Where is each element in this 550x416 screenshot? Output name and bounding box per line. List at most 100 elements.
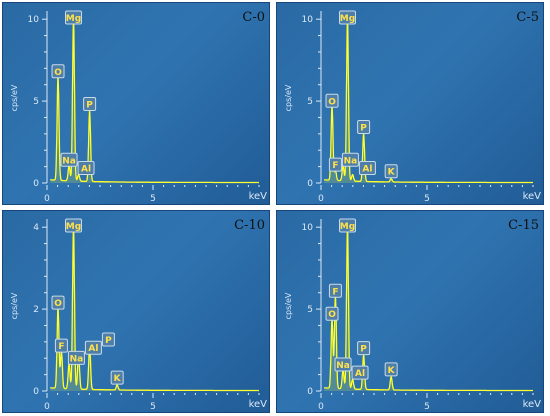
peak-label-text: F [332,287,338,297]
peak-label-box [351,365,369,380]
peak-label-box [328,157,342,172]
peak-label-text: Mg [340,14,355,24]
y-tick-label: 2 [33,305,39,315]
peak-label-al: Al [358,160,376,175]
y-tick-label: 10 [302,223,314,233]
y-axis-label: cps/eV [284,84,293,111]
peak-label-na: Na [67,350,85,365]
eds-spectrum-c5: 0 5 10 0 5 keV cps/eV C-5 O F Na Mg Al P K [284,10,541,204]
spectrum-fill [50,18,260,183]
peak-label-f: F [54,338,68,353]
sample-label: C-5 [516,10,539,25]
peak-label-k: K [110,370,124,385]
peak-label-na: Na [334,357,352,372]
spectrum-line [50,18,259,184]
peak-label-box [358,160,376,175]
peak-label-text: O [328,97,336,107]
peak-label-text: O [54,68,62,78]
y-axis-label: cps/eV [284,292,293,319]
y-tick-label: 5 [307,97,313,107]
peak-label-box [67,350,85,365]
peak-label-o: O [51,295,65,310]
peak-label-text: Na [344,156,358,166]
spectrum-line [324,226,533,392]
peak-label-na: Na [341,152,359,167]
y-axis-label: cps/eV [10,292,19,319]
peak-label-text: Na [336,361,350,371]
peak-label-text: Al [88,344,98,354]
peak-label-text: O [328,310,336,320]
eds-spectrum-c15: 0 5 10 0 5 keV cps/eV C-15 O F Na Mg Al P K [284,218,542,412]
y-tick-label: 0 [307,387,313,397]
x-axis-label: keV [523,399,542,410]
sample-label: C-10 [234,218,265,233]
x-tick-label: 0 [318,402,324,412]
peak-label-al: Al [84,340,102,355]
peak-label-mg: Mg [65,10,82,25]
eds-spectrum-c0: 0 5 10 0 5 keV cps/eV C-0 O Na Mg Al P [10,10,268,204]
x-tick-label: 5 [424,194,430,204]
peak-label-o: O [325,93,339,108]
peak-label-text: P [105,336,112,346]
peak-label-box [328,283,342,298]
y-tick-label: 0 [307,179,313,189]
peak-label-text: Na [62,156,76,166]
peak-label-box [65,218,82,233]
peak-label-text: K [388,366,396,376]
spectrum-line [324,18,533,184]
peak-label-text: Al [355,369,365,379]
y-tick-label: 10 [28,15,40,25]
peak-label-box [357,119,371,134]
y-tick-label: 5 [33,97,39,107]
peak-label-box [101,332,115,347]
peak-label-p: P [101,332,115,347]
peak-label-box [341,152,359,167]
sample-label: C-0 [242,10,265,25]
peak-label-mg: Mg [339,218,356,233]
peak-label-box [357,341,371,356]
x-tick-label: 5 [150,194,156,204]
peak-label-box [384,164,398,179]
peak-label-text: P [360,123,367,133]
peak-label-o: O [325,306,339,321]
peak-label-text: F [332,161,338,171]
y-tick-label: 10 [302,15,314,25]
spectrum-line [50,227,259,392]
eds-panel-c10: 0 2 4 0 5 keV cps/eV C-10 O F Na Mg Al P K [2,210,270,413]
peak-label-box [77,160,95,175]
y-tick-label: 0 [33,387,39,397]
peak-label-p: P [83,97,97,112]
peak-label-k: K [384,164,398,179]
peak-label-text: Al [81,164,91,174]
peak-label-text: Na [70,354,84,364]
peak-label-text: Al [362,164,372,174]
peak-label-box [325,93,339,108]
peak-label-text: F [58,342,64,352]
peak-label-box [83,97,97,112]
eds-panel-c5: 0 5 10 0 5 keV cps/eV C-5 O F Na Mg Al P K [276,2,544,205]
peak-label-text: P [86,101,93,111]
peak-label-box [339,218,356,233]
eds-spectrum-c10: 0 2 4 0 5 keV cps/eV C-10 O F Na Mg Al P K [10,218,268,412]
eds-panel-c0: 0 5 10 0 5 keV cps/eV C-0 O Na Mg Al P [2,2,270,205]
peak-label-text: Mg [66,222,81,232]
peak-label-p: P [357,341,371,356]
peak-label-mg: Mg [339,10,356,25]
peak-label-box [54,338,68,353]
x-axis-label: keV [249,399,268,410]
y-tick-label: 4 [33,223,39,233]
x-axis-label: keV [249,191,268,202]
peak-label-text: K [388,168,396,178]
peak-label-text: Mg [340,222,355,232]
y-tick-label: 5 [307,305,313,315]
peak-label-box [60,152,78,167]
peak-label-box [384,362,398,377]
spectrum-fill [50,227,260,391]
peak-label-box [334,357,352,372]
peak-label-f: F [328,157,342,172]
peak-label-text: P [360,345,367,355]
peak-label-al: Al [77,160,95,175]
peak-label-o: O [51,64,65,79]
peak-label-p: P [357,119,371,134]
peak-label-box [325,306,339,321]
